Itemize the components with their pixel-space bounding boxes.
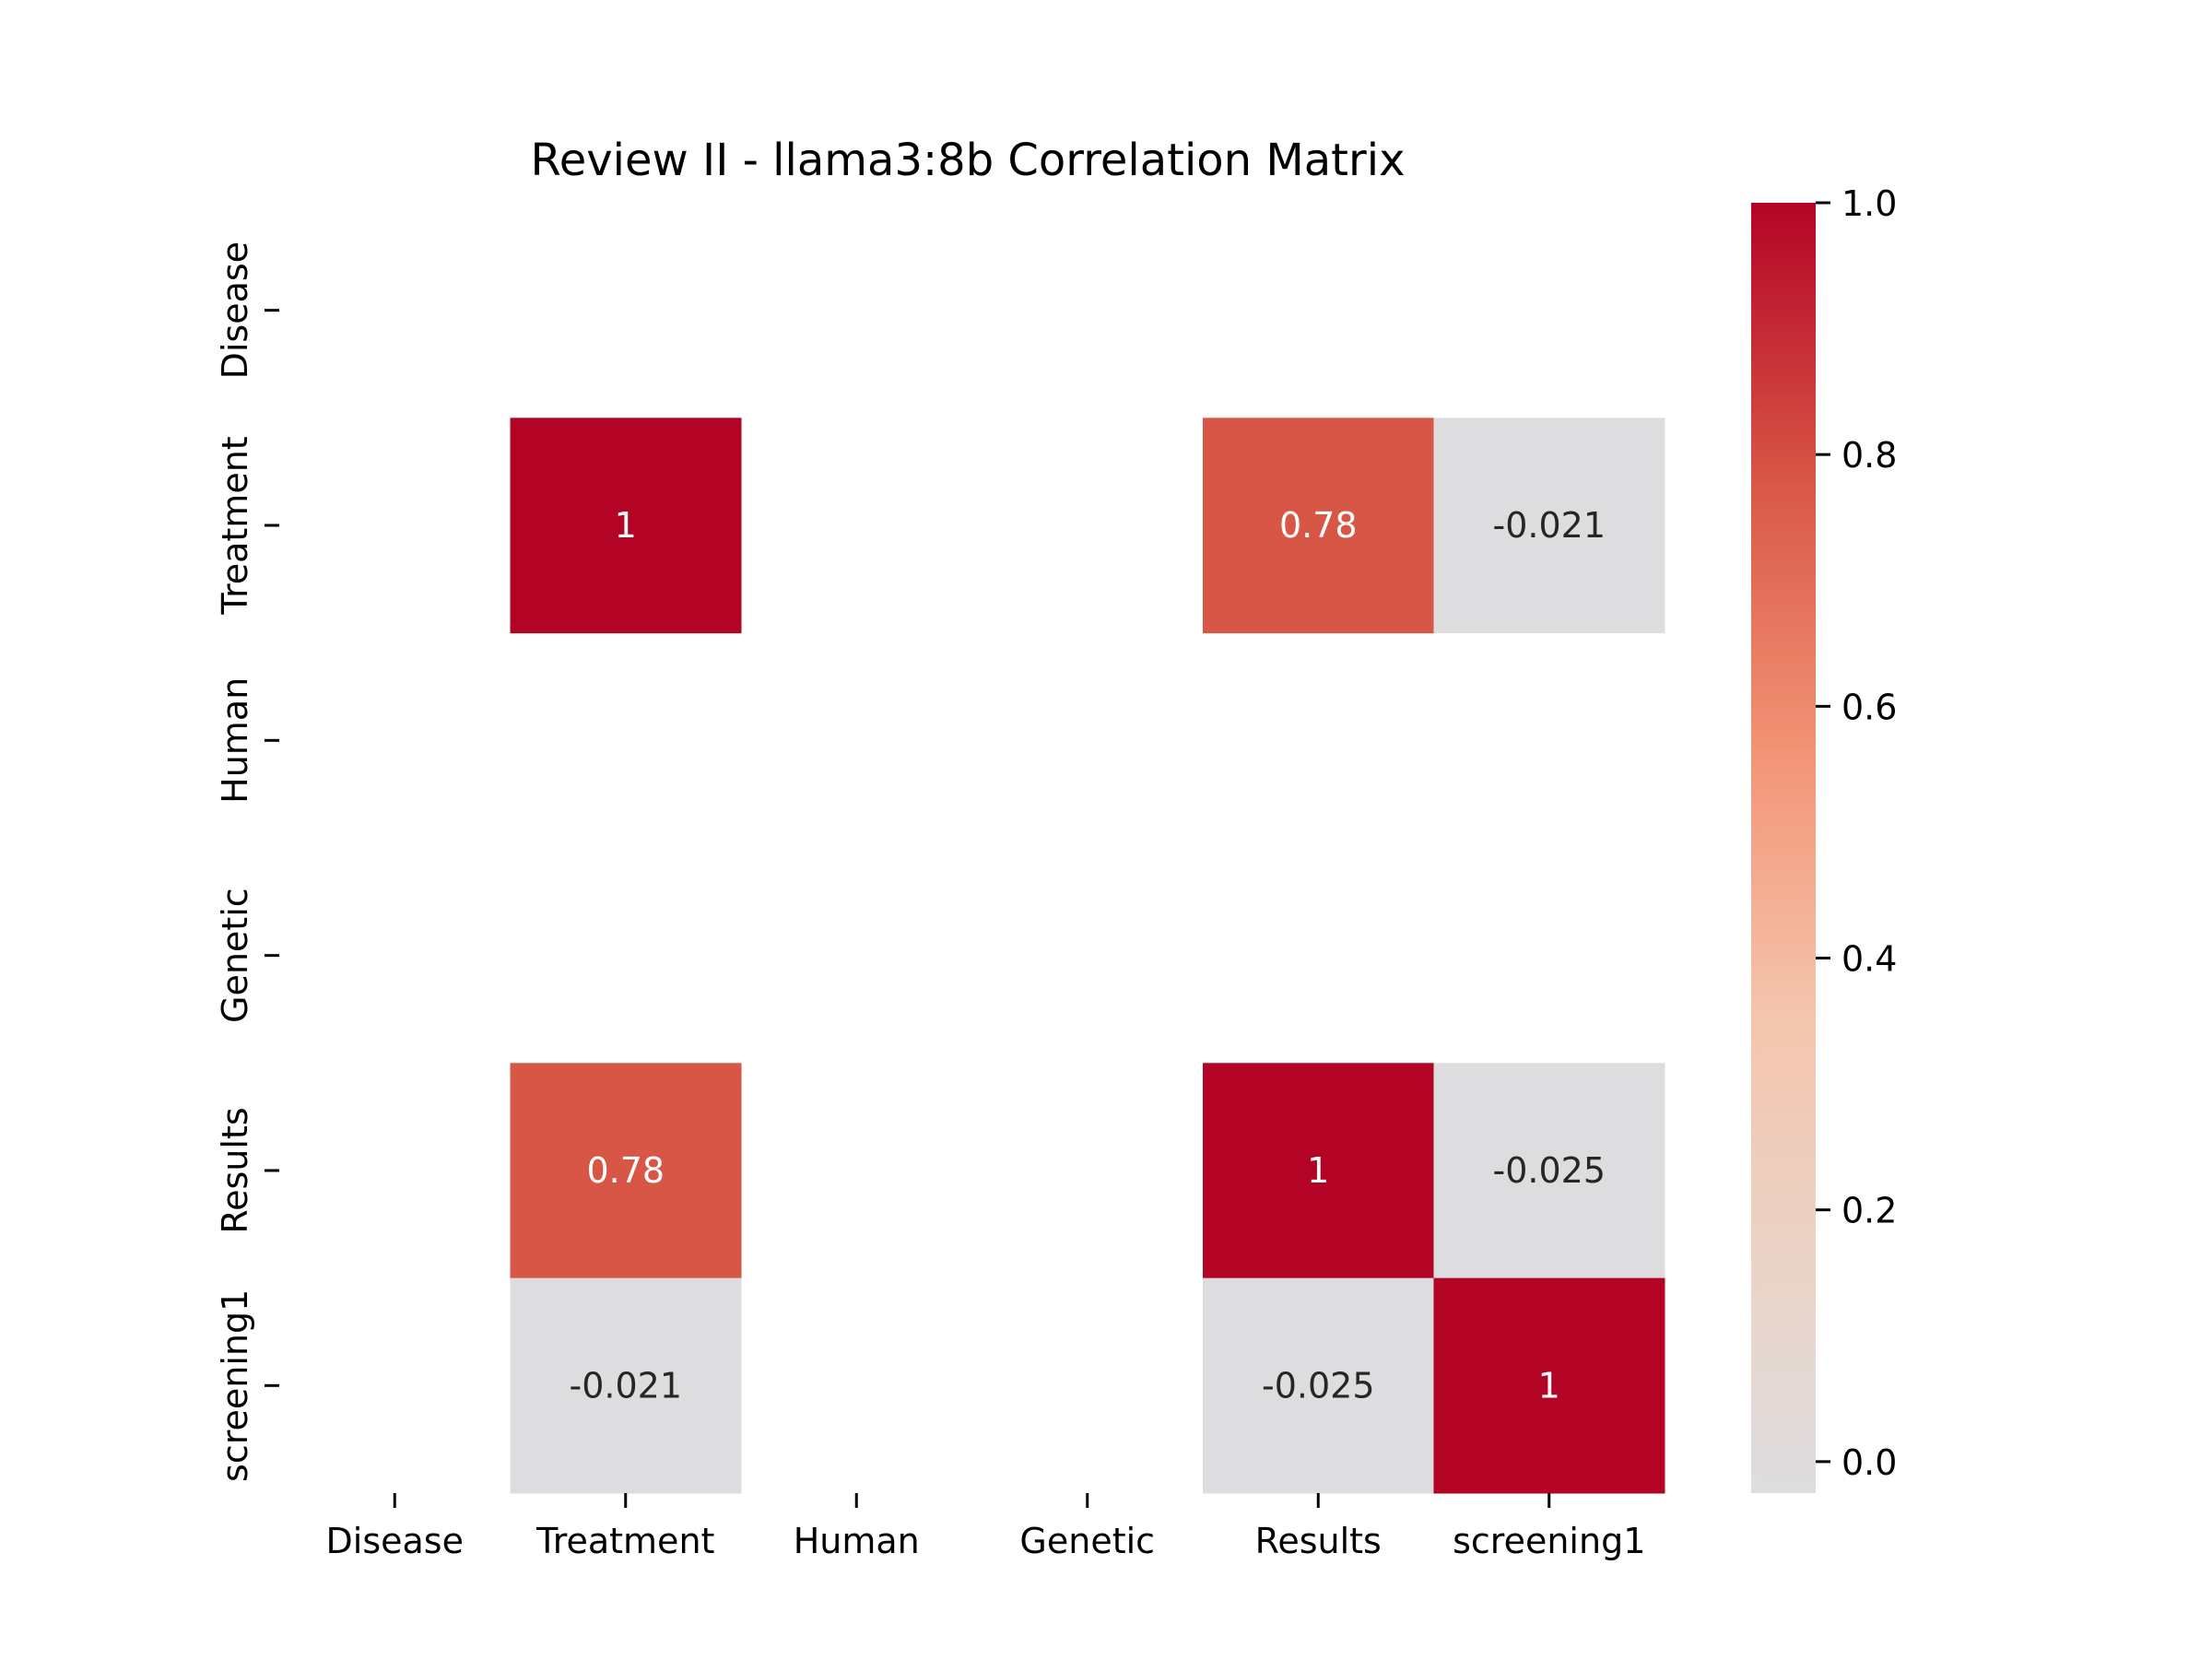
cell-label: 1 — [1307, 1150, 1329, 1191]
colorbar-tick-label: 0.8 — [1841, 435, 1897, 476]
cell-label: 0.78 — [1279, 505, 1358, 546]
cell-label: 1 — [1538, 1365, 1560, 1406]
y-tick-label: Treatment — [215, 436, 255, 615]
x-tick-label: Disease — [326, 1521, 464, 1561]
heatmap-cell — [1203, 1063, 1434, 1279]
x-tick-label: Human — [794, 1521, 920, 1561]
heatmap-cell — [1203, 418, 1434, 634]
heatmap-cells: 1 0.78 -0.021 0.78 1 -0.025 -0.021 -0.025 1 — [510, 418, 1665, 1494]
heatmap-cell — [1433, 1063, 1665, 1279]
cell-label: -0.025 — [1493, 1150, 1606, 1191]
x-tick-label: Genetic — [1019, 1521, 1155, 1561]
colorbar-tick-label: 0.6 — [1841, 687, 1897, 727]
colorbar-tick-label: 0.0 — [1841, 1442, 1897, 1483]
cell-label: -0.025 — [1262, 1365, 1375, 1406]
heatmap-cell — [510, 1063, 742, 1279]
heatmap-cell — [510, 1277, 742, 1494]
colorbar-tick-label: 0.2 — [1841, 1191, 1897, 1231]
colorbar-gradient — [1751, 203, 1816, 1493]
heatmap-cell — [1433, 418, 1665, 634]
heatmap-cell — [510, 418, 742, 634]
cell-label: -0.021 — [570, 1365, 683, 1406]
colorbar — [1751, 203, 1816, 1493]
chart-title: Review II - llama3:8b Correlation Matrix — [531, 135, 1406, 186]
x-tick-label: screening1 — [1453, 1521, 1645, 1561]
x-tick-label: Treatment — [535, 1521, 714, 1561]
x-tick-label: Results — [1255, 1521, 1382, 1561]
y-tick-label: Human — [215, 677, 255, 804]
cell-label: 0.78 — [586, 1150, 665, 1191]
heatmap-cell — [1433, 1277, 1665, 1494]
y-tick-label: Disease — [215, 241, 255, 379]
colorbar-ticks: 0.0 0.2 0.4 0.6 0.8 1.0 — [1816, 183, 1897, 1483]
heatmap-cell — [1203, 1277, 1434, 1494]
y-tick-label: Genetic — [215, 888, 255, 1023]
x-axis: Disease Treatment Human Genetic Results scree… — [326, 1493, 1645, 1561]
colorbar-tick-label: 1.0 — [1841, 183, 1897, 224]
colorbar-tick-label: 0.4 — [1841, 939, 1897, 980]
y-tick-label: screening1 — [215, 1289, 255, 1482]
y-axis: Disease Treatment Human Genetic Results scree… — [215, 241, 279, 1482]
cell-label: 1 — [615, 505, 637, 546]
y-tick-label: Results — [215, 1107, 255, 1233]
cell-label: -0.021 — [1493, 505, 1606, 546]
